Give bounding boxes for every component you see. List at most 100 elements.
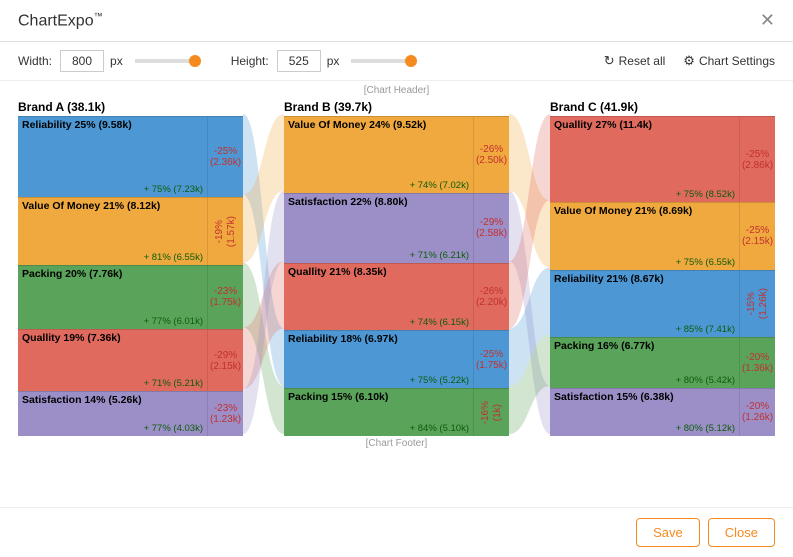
- segment-negative-pct: -19%: [214, 220, 225, 243]
- segment-main: Packing 15% (6.10k)84% (5.10k): [284, 389, 473, 436]
- segment-label: Value Of Money 21% (8.12k): [22, 200, 203, 212]
- segment-label: Quallity 19% (7.36k): [22, 332, 203, 344]
- segment-negative-val: (1.57k): [226, 216, 237, 247]
- chart-segment[interactable]: Packing 16% (6.77k)80% (5.42k)-20%(1.36k…: [550, 337, 775, 388]
- segment-main: Reliability 18% (6.97k)75% (5.22k): [284, 331, 473, 388]
- segment-positive-value: 85% (7.41k): [676, 324, 735, 335]
- segment-positive-value: 77% (4.03k): [144, 423, 203, 434]
- segment-label: Quallity 27% (11.4k): [554, 119, 735, 131]
- app-title-text: ChartExpo: [18, 12, 94, 29]
- chart-segment[interactable]: Value Of Money 24% (9.52k)74% (7.02k)-26…: [284, 116, 509, 193]
- chart-footer-placeholder: [Chart Footer]: [18, 438, 775, 449]
- segment-negative-wrap: -26%(2.50k): [473, 117, 509, 193]
- segment-positive-value: 71% (5.21k): [144, 378, 203, 389]
- segment-positive-value: 75% (7.23k): [144, 184, 203, 195]
- width-slider[interactable]: [135, 59, 195, 63]
- close-icon[interactable]: ✕: [760, 10, 775, 31]
- segment-negative-pct: -25%: [746, 225, 769, 236]
- chart-segment[interactable]: Quallity 27% (11.4k)75% (8.52k)-25%(2.86…: [550, 116, 775, 202]
- segment-label: Packing 16% (6.77k): [554, 340, 735, 352]
- segment-main: Satisfaction 22% (8.80k) 71% (6.21k): [284, 194, 473, 263]
- segment-negative-wrap: -19%(1.57k): [207, 198, 243, 265]
- segment-negative-val: (1.23k): [210, 414, 241, 425]
- chart-segment[interactable]: Reliability 25% (9.58k)75% (7.23k)-25%(2…: [18, 116, 243, 197]
- close-button[interactable]: Close: [708, 518, 775, 547]
- segment-negative-pct: -25%: [480, 349, 503, 360]
- width-slider-thumb[interactable]: [189, 55, 201, 67]
- segment-negative-val: (2.86k): [742, 160, 773, 171]
- app-title: ChartExpo™: [18, 11, 103, 30]
- segment-main: Reliability 21% (8.67k)85% (7.41k): [550, 271, 739, 337]
- segment-negative-val: (2.15k): [210, 361, 241, 372]
- segment-main: Quallity 27% (11.4k)75% (8.52k): [550, 117, 739, 202]
- segment-positive-value: 71% (6.21k): [410, 250, 469, 261]
- chart-segment[interactable]: Reliability 18% (6.97k)75% (5.22k)-25%(1…: [284, 330, 509, 388]
- segment-label: Satisfaction 15% (6.38k): [554, 391, 735, 403]
- settings-icon: ⚙: [683, 53, 695, 69]
- column-title: Brand A (38.1k): [18, 100, 243, 114]
- segment-main: Quallity 21% (8.35k)74% (6.15k): [284, 264, 473, 330]
- height-slider-thumb[interactable]: [405, 55, 417, 67]
- chart-column: Brand B (39.7k) Value Of Money 24% (9.52k…: [284, 100, 509, 436]
- chart-column: Brand A (38.1k) Reliability 25% (9.58k)75…: [18, 100, 243, 436]
- reset-icon: ↻: [604, 53, 615, 69]
- width-input[interactable]: 800: [60, 50, 104, 72]
- segment-main: Packing 20% (7.76k) 77% (6.01k): [18, 266, 207, 330]
- segment-positive-value: 84% (5.10k): [410, 423, 469, 434]
- segment-positive-value: 75% (5.22k): [410, 375, 469, 386]
- reset-label: Reset all: [619, 54, 666, 68]
- chart-segment[interactable]: Satisfaction 22% (8.80k) 71% (6.21k) -29%(…: [284, 193, 509, 263]
- segment-label: Satisfaction 22% (8.80k): [288, 196, 469, 208]
- trademark: ™: [94, 11, 103, 21]
- segment-negative-pct: -29%: [214, 350, 237, 361]
- segment-negative-pct: -20%: [746, 401, 769, 412]
- segment-negative-val: (2.20k): [476, 297, 507, 308]
- segment-label: Quallity 21% (8.35k): [288, 266, 469, 278]
- column-title: Brand C (41.9k): [550, 100, 775, 114]
- column-title: Brand B (39.7k): [284, 100, 509, 114]
- segment-negative-pct: -16%: [480, 401, 491, 424]
- segment-negative-pct: -29%: [480, 217, 503, 228]
- segment-positive-value: 77% (6.01k): [144, 316, 203, 327]
- height-input[interactable]: 525: [277, 50, 321, 72]
- segment-negative-val: (1.75k): [210, 297, 241, 308]
- segment-negative-wrap: -15%(1.26k): [739, 271, 775, 337]
- segment-positive-value: 80% (5.12k): [676, 423, 735, 434]
- chart-segment[interactable]: Satisfaction 15% (6.38k) 80% (5.12k) -20%(…: [550, 388, 775, 436]
- segment-positive-value: 75% (6.55k): [676, 257, 735, 268]
- segment-negative-wrap: -29%(2.58k): [473, 194, 509, 263]
- chart-segment[interactable]: Quallity 19% (7.36k) 71% (5.21k) -29%(2.15…: [18, 329, 243, 390]
- modal-header: ChartExpo™ ✕: [0, 0, 793, 42]
- chart-segment[interactable]: Value Of Money 21% (8.12k)81% (6.55k)-19…: [18, 197, 243, 265]
- segment-positive-value: 74% (7.02k): [410, 180, 469, 191]
- reset-all-button[interactable]: ↻ Reset all: [604, 53, 666, 69]
- segment-negative-val: (2.15k): [742, 236, 773, 247]
- segment-negative-val: (2.58k): [476, 228, 507, 239]
- height-slider[interactable]: [351, 59, 411, 63]
- save-button[interactable]: Save: [636, 518, 700, 547]
- height-label: Height:: [231, 54, 269, 68]
- chart-segment[interactable]: Quallity 21% (8.35k)74% (6.15k) -26%(2.20…: [284, 263, 509, 330]
- segment-negative-wrap: -20%(1.26k): [739, 389, 775, 436]
- chart-area: [Chart Header] Brand A (38.1k)Reliabilit…: [0, 81, 793, 507]
- chart-segment[interactable]: Value Of Money 21% (8.69k)75% (6.55k)-25…: [550, 202, 775, 269]
- segment-negative-wrap: -23%(1.75k): [207, 266, 243, 330]
- chart-segment[interactable]: Reliability 21% (8.67k)85% (7.41k)-15%(1…: [550, 270, 775, 337]
- segment-main: Value Of Money 21% (8.69k)75% (6.55k): [550, 203, 739, 269]
- chart-segment[interactable]: Packing 20% (7.76k) 77% (6.01k) -23%(1.75k…: [18, 265, 243, 330]
- segment-label: Satisfaction 14% (5.26k): [22, 394, 203, 406]
- chart-segment[interactable]: Satisfaction 14% (5.26k)77% (4.03k)-23%(…: [18, 391, 243, 436]
- segment-positive-value: 80% (5.42k): [676, 375, 735, 386]
- segment-main: Value Of Money 21% (8.12k)81% (6.55k): [18, 198, 207, 265]
- chart-column: Brand C (41.9k)Quallity 27% (11.4k)75% (…: [550, 100, 775, 436]
- chart-segment[interactable]: Packing 15% (6.10k)84% (5.10k)-16%(1k): [284, 388, 509, 436]
- segment-negative-wrap: -25%(2.15k): [739, 203, 775, 269]
- segment-main: Value Of Money 24% (9.52k)74% (7.02k): [284, 117, 473, 193]
- width-label: Width:: [18, 54, 52, 68]
- segment-label: Packing 20% (7.76k): [22, 268, 203, 280]
- modal-footer: Save Close: [0, 507, 793, 557]
- segment-negative-pct: -26%: [480, 144, 503, 155]
- chart-settings-button[interactable]: ⚙ Chart Settings: [683, 53, 775, 69]
- segment-negative-wrap: -25%(2.86k): [739, 117, 775, 202]
- segment-negative-pct: -26%: [480, 286, 503, 297]
